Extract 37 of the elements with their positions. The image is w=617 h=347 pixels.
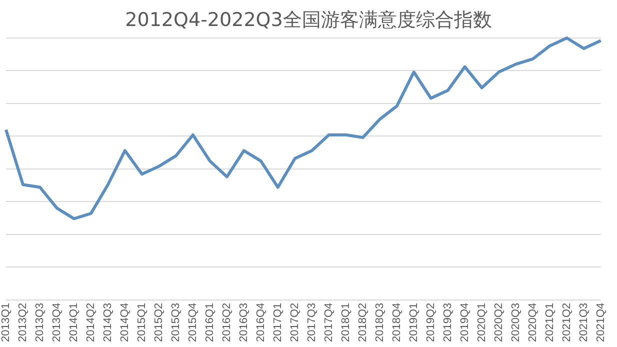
x-tick-label: 2013Q2 <box>17 302 30 342</box>
x-tick-label: 2014Q2 <box>85 302 98 342</box>
x-tick-label: 2017Q3 <box>306 302 318 342</box>
x-tick-label: 2020Q1 <box>476 302 488 342</box>
x-tick-label: 2014Q1 <box>68 302 80 342</box>
x-tick-label: 2020Q3 <box>510 302 522 342</box>
chart-title: 2012Q4-2022Q3全国游客满意度综合指数 <box>124 8 493 33</box>
x-tick-label: 2016Q2 <box>220 302 233 342</box>
x-tick-label: 2014Q4 <box>118 302 131 342</box>
x-tick-label: 2021Q2 <box>560 302 573 342</box>
x-tick-label: 2018Q3 <box>374 302 386 342</box>
x-tick-label: 2019Q2 <box>424 302 437 342</box>
x-tick-label: 2021Q1 <box>544 302 556 342</box>
x-tick-label: 2013Q4 <box>51 302 64 342</box>
x-tick-label: 2016Q3 <box>238 302 250 342</box>
x-tick-label: 2017Q2 <box>288 302 301 342</box>
x-tick-label: 2015Q2 <box>152 302 165 342</box>
x-tick-label: 2020Q2 <box>492 302 505 342</box>
x-tick-label: 2016Q4 <box>254 302 267 342</box>
x-tick-label: 2019Q1 <box>408 302 420 342</box>
x-tick-label: 2018Q4 <box>390 302 403 342</box>
x-tick-label: 2014Q3 <box>102 302 114 342</box>
x-tick-label: 2021Q4 <box>594 302 607 342</box>
x-tick-label: 2016Q1 <box>204 302 216 342</box>
x-tick-label: 2018Q1 <box>340 302 352 342</box>
x-tick-label: 2013Q1 <box>0 302 12 342</box>
x-tick-label: 2017Q4 <box>322 302 335 342</box>
x-tick-label: 2017Q1 <box>272 302 284 342</box>
x-tick-label: 2019Q3 <box>442 302 454 342</box>
x-tick-label: 2019Q4 <box>458 302 471 342</box>
x-tick-label: 2018Q2 <box>356 302 369 342</box>
x-tick-label: 2015Q3 <box>170 302 182 342</box>
x-tick-label: 2020Q4 <box>526 302 539 342</box>
x-tick-label: 2015Q4 <box>186 302 199 342</box>
x-tick-label: 2015Q1 <box>136 302 148 342</box>
x-tick-label: 2013Q3 <box>34 302 46 342</box>
x-tick-label: 2021Q3 <box>578 302 590 342</box>
